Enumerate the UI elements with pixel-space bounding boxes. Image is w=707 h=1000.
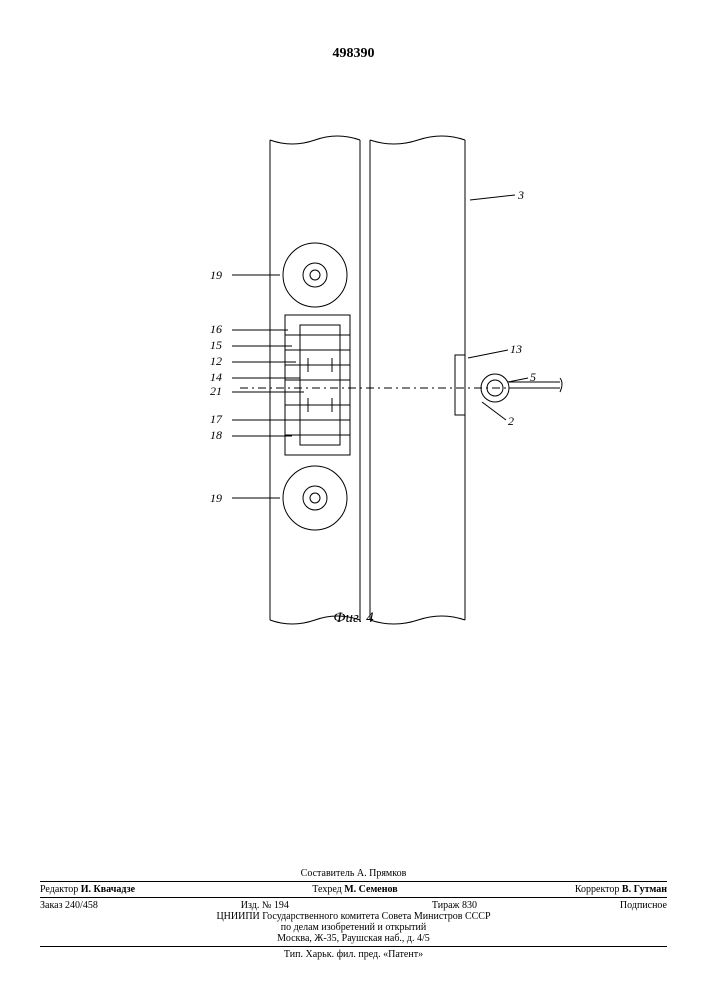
label-15: 15 <box>210 338 222 353</box>
label-19b: 19 <box>210 491 222 506</box>
footer-org1: ЦНИИПИ Государственного комитета Совета … <box>40 911 667 922</box>
footer-corrector: Корректор В. Гутман <box>575 884 667 895</box>
footer-compiler: Составитель А. Прямков <box>40 868 667 879</box>
footer-tirazh: Тираж 830 <box>432 900 477 911</box>
label-18: 18 <box>210 428 222 443</box>
figure-4: 3 19 16 15 12 14 21 17 18 19 13 5 2 <box>110 100 610 600</box>
footer-org2: по делам изобретений и открытий <box>40 922 667 933</box>
footer: Составитель А. Прямков Редактор И. Квача… <box>40 868 667 960</box>
label-2: 2 <box>508 414 514 429</box>
label-14: 14 <box>210 370 222 385</box>
page: 498390 <box>0 0 707 1000</box>
label-13: 13 <box>510 342 522 357</box>
label-5: 5 <box>530 370 536 385</box>
footer-editor: Редактор И. Квачадзе <box>40 884 135 895</box>
label-12: 12 <box>210 354 222 369</box>
footer-addr: Москва, Ж-35, Раушская наб., д. 4/5 <box>40 933 667 944</box>
label-3: 3 <box>518 188 524 203</box>
label-19a: 19 <box>210 268 222 283</box>
footer-print: Тип. Харьк. фил. пред. «Патент» <box>40 949 667 960</box>
footer-tech: Техред М. Семенов <box>312 884 397 895</box>
footer-order: Заказ 240/458 <box>40 900 98 911</box>
label-17: 17 <box>210 412 222 427</box>
patent-number: 498390 <box>0 46 707 62</box>
figure-caption: Фиг. 4 <box>0 610 707 627</box>
label-16: 16 <box>210 322 222 337</box>
footer-izd: Изд. № 194 <box>241 900 289 911</box>
label-21: 21 <box>210 384 222 399</box>
footer-sub: Подписное <box>620 900 667 911</box>
